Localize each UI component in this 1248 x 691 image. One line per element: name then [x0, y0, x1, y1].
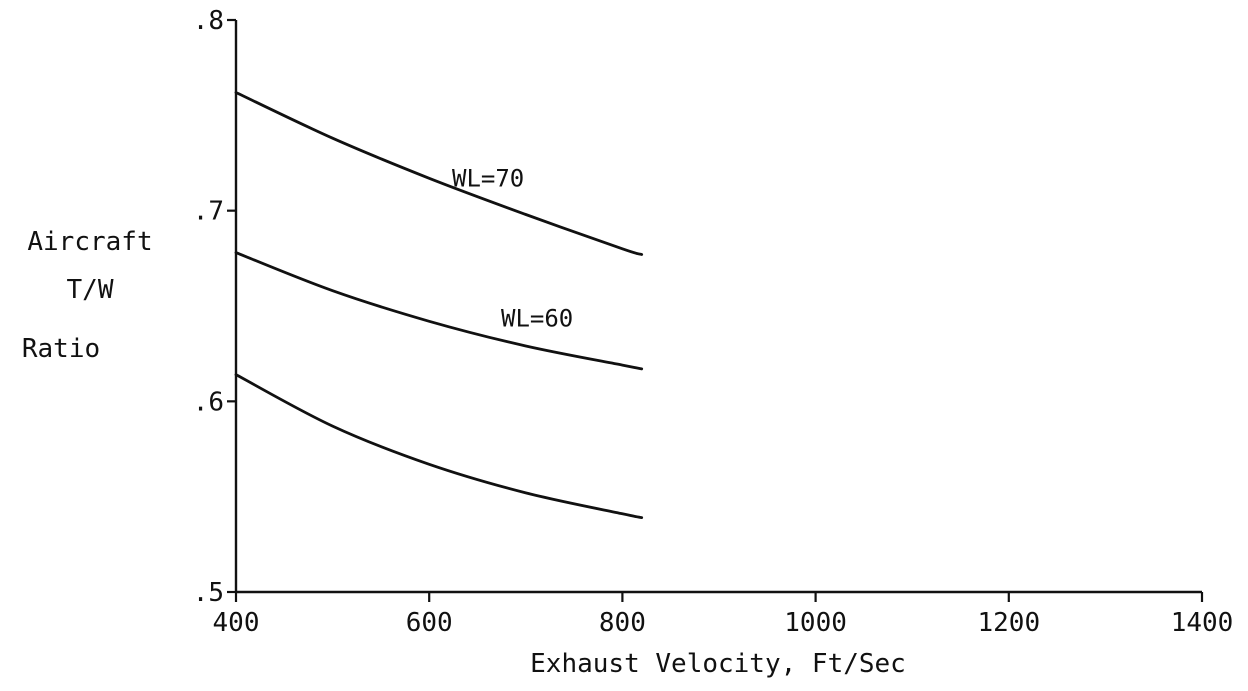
y-tick-label: .8	[193, 6, 224, 36]
x-tick-label: 1000	[784, 608, 847, 638]
series-line-wl-80	[234, 91, 644, 256]
y-axis-ticks: .5 .6 .7 .8	[193, 6, 236, 608]
x-tick-label: 1400	[1171, 608, 1234, 638]
x-tick-label: 600	[406, 608, 453, 638]
x-tick-label: 1200	[977, 608, 1040, 638]
x-tick-label: 400	[213, 608, 260, 638]
series-line-wl-70	[234, 251, 644, 371]
x-tick-label: 800	[599, 608, 646, 638]
x-axis-label: Exhaust Velocity, Ft/Sec	[530, 649, 906, 679]
y-axis-label-line-1: Aircraft	[27, 227, 152, 257]
series-label: WL=80	[414, 0, 486, 4]
series-label: WL=60	[501, 305, 573, 333]
x-axis-ticks: 400 600 800 1000 1200 1400	[213, 592, 1234, 638]
y-axis-label-line-2: T/W	[67, 275, 114, 305]
axes	[234, 20, 1202, 594]
y-tick-label: .7	[193, 197, 224, 227]
series-label: WL=70	[452, 165, 524, 193]
y-axis-label-line-3: Ratio	[22, 334, 100, 364]
series-line-wl-60	[234, 373, 644, 519]
series-labels: WL=80 WL=70 WL=60	[414, 0, 573, 333]
y-tick-label: .6	[193, 387, 224, 417]
y-tick-label: .5	[193, 578, 224, 608]
series-layer	[234, 91, 644, 519]
